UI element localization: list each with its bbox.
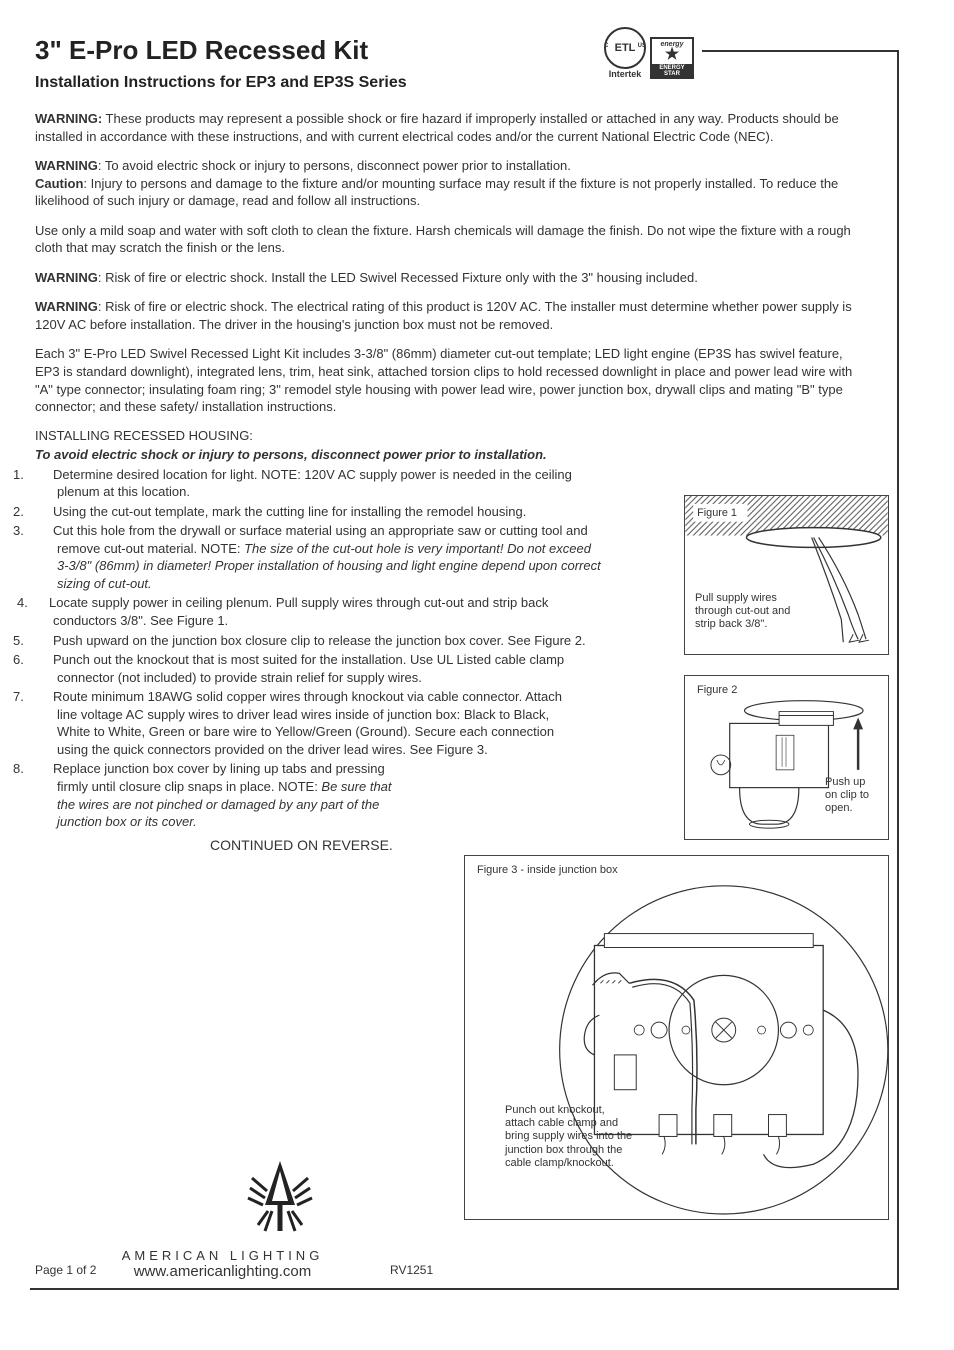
figure-2-caption: Push up on clip to open. <box>825 776 880 816</box>
step-1: 1.Determine desired location for light. … <box>35 466 605 501</box>
company-block: AMERICAN LIGHTING www.americanlighting.c… <box>115 1153 330 1280</box>
page-content: C ETL US Intertek energy ★ ENERGY STAR 3… <box>35 35 889 1280</box>
figure-1: Figure 1 Pull supply wires through cut-o… <box>684 495 889 655</box>
step-4: 4.Locate supply power in ceiling plenum.… <box>35 594 605 629</box>
company-name: AMERICAN LIGHTING <box>115 1248 330 1263</box>
warning-1: WARNING: These products may represent a … <box>35 110 865 145</box>
footer: Page 1 of 2 AMERICAN LIGHTING www.americ… <box>35 1153 889 1280</box>
page-subtitle: Installation Instructions for EP3 and EP… <box>35 74 889 92</box>
warning-3: WARNING: Risk of fire or electric shock.… <box>35 269 865 287</box>
step-8: 8.Replace junction box cover by lining u… <box>35 760 405 830</box>
step-5: 5.Push upward on the junction box closur… <box>35 632 605 650</box>
step-6: 6.Punch out the knockout that is most su… <box>35 651 605 686</box>
step-7: 7.Route minimum 18AWG solid copper wires… <box>35 688 575 758</box>
care-text: Use only a mild soap and water with soft… <box>35 222 865 257</box>
caution-1: Caution: Injury to persons and damage to… <box>35 175 865 210</box>
figure-3-label: Figure 3 - inside junction box <box>477 864 618 876</box>
step-2: 2.Using the cut-out template, mark the c… <box>35 503 605 521</box>
step-3: 3.Cut this hole from the drywall or surf… <box>35 522 605 592</box>
certification-logos: C ETL US Intertek energy ★ ENERGY STAR <box>604 27 694 79</box>
install-safety: To avoid electric shock or injury to per… <box>35 447 889 462</box>
install-steps: 1.Determine desired location for light. … <box>35 466 605 831</box>
company-url: www.americanlighting.com <box>115 1263 330 1280</box>
install-heading: INSTALLING RECESSED HOUSING: <box>35 428 889 443</box>
page-number: Page 1 of 2 <box>35 1263 96 1277</box>
figure-2: Figure 2 Push up on clip to open. <box>684 675 889 840</box>
kit-contents: Each 3" E-Pro LED Swivel Recessed Light … <box>35 345 865 415</box>
warning-4: WARNING: Risk of fire or electric shock.… <box>35 298 865 333</box>
revision-number: RV1251 <box>390 1263 433 1277</box>
warning-2: WARNING: To avoid electric shock or inju… <box>35 157 865 175</box>
american-lighting-logo <box>230 1153 330 1243</box>
figure-2-label: Figure 2 <box>697 684 737 696</box>
page-title: 3" E-Pro LED Recessed Kit <box>35 35 889 66</box>
svg-text:Figure 1: Figure 1 <box>697 507 737 519</box>
energy-star-logo: energy ★ ENERGY STAR <box>650 37 694 79</box>
figure-1-caption: Pull supply wires through cut-out and st… <box>695 592 805 632</box>
etl-logo: C ETL US Intertek <box>604 27 646 79</box>
